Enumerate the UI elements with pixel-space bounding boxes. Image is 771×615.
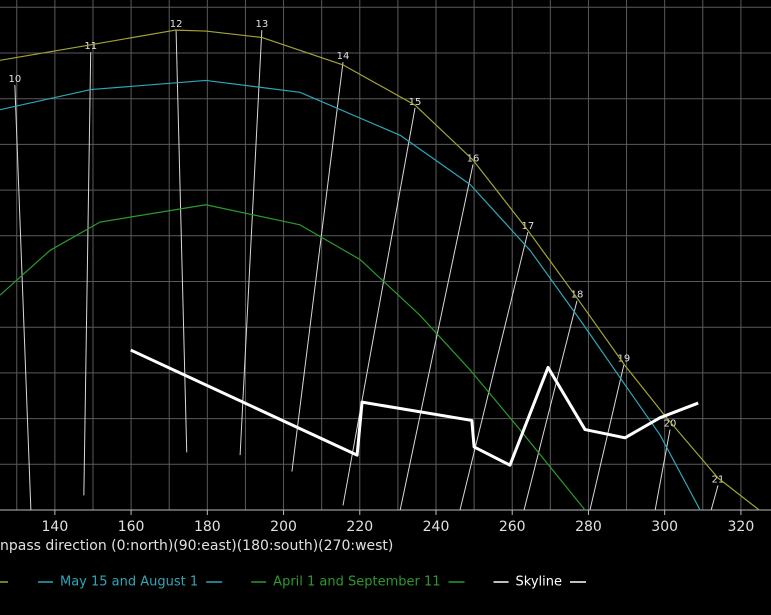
hour-line — [523, 300, 578, 511]
x-tick-label: 180 — [194, 519, 221, 535]
legend-label: Skyline — [516, 575, 562, 590]
x-tick-label: 220 — [346, 519, 373, 535]
plot: 10 11 12 13 14 15 16 17 18 19 20 21 — [0, 19, 760, 511]
hour-label: 14 — [337, 51, 350, 62]
x-tick-label: 300 — [651, 519, 678, 535]
hour-label: 11 — [84, 41, 97, 52]
hour-label: 13 — [255, 19, 268, 30]
legend-label: April 1 and September 11 — [273, 575, 440, 590]
hour-label: 19 — [618, 354, 631, 365]
hour-label: 15 — [409, 97, 422, 108]
hour-label: 18 — [571, 290, 584, 301]
hour-line — [83, 52, 92, 496]
series-line — [0, 29, 760, 511]
legend: May 15 and August 1 April 1 and September… — [0, 575, 587, 590]
series-line — [0, 204, 586, 511]
hour-line — [589, 364, 625, 511]
x-tick-label: 280 — [575, 519, 602, 535]
grid: 140 160 180 200 220 240 260 280 300 320 — [0, 0, 771, 535]
hour-label: 21 — [712, 474, 725, 485]
x-tick-label: 320 — [728, 519, 755, 535]
hour-label: 16 — [467, 154, 480, 165]
series-line — [0, 79, 701, 511]
x-tick-label: 240 — [423, 519, 450, 535]
hour-line — [239, 30, 263, 456]
x-tick-label: 260 — [499, 519, 526, 535]
hour-line — [710, 485, 719, 511]
hour-line — [175, 30, 188, 453]
hour-line — [14, 84, 32, 511]
x-tick-label: 200 — [270, 519, 297, 535]
hour-line — [459, 232, 529, 511]
hour-line — [291, 62, 344, 472]
hour-line — [342, 107, 416, 506]
hour-line — [399, 164, 474, 511]
x-axis-label: npass direction (0:north)(90:east)(180:s… — [0, 538, 393, 554]
x-tick-label: 140 — [42, 519, 69, 535]
hour-label: 12 — [170, 19, 183, 30]
legend-label: May 15 and August 1 — [60, 575, 198, 590]
x-tick-label: 160 — [118, 519, 145, 535]
hour-label: 17 — [521, 221, 534, 232]
series-line — [130, 348, 699, 467]
hour-label: 20 — [664, 419, 677, 430]
hour-line — [654, 429, 671, 511]
hour-label: 10 — [8, 74, 21, 85]
